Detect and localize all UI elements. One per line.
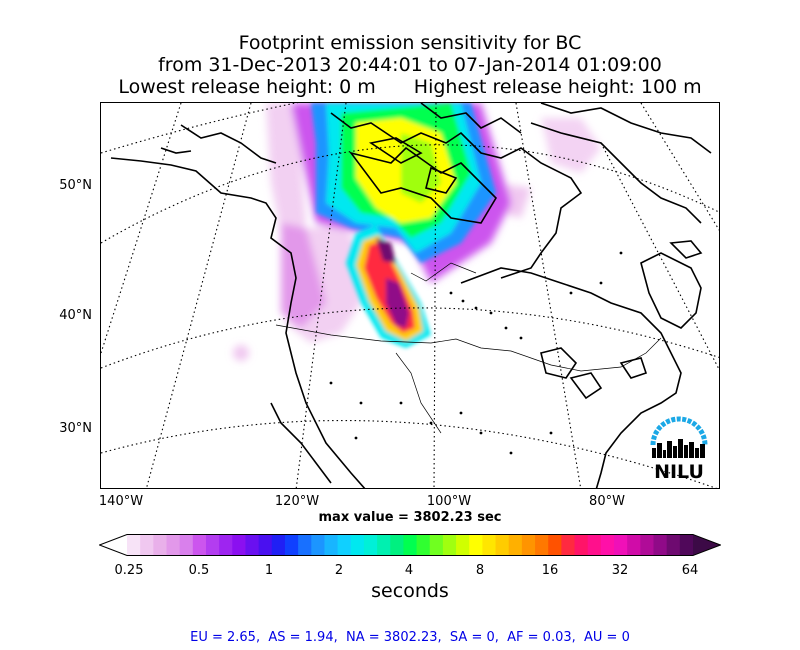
colorbar-segment [495, 534, 510, 556]
title-line-1: Footprint emission sensitivity for BC [238, 32, 582, 54]
colorbar-segment [311, 534, 326, 556]
colorbar-segment [587, 534, 602, 556]
colorbar-tick-label: 32 [611, 563, 629, 578]
colorbar-segment [640, 534, 655, 556]
colorbar-segment [561, 534, 576, 556]
colorbar-segment [390, 534, 405, 556]
highest-release-height: Highest release height: 100 m [413, 76, 702, 98]
colorbar-tick-label: 0.25 [114, 563, 144, 578]
colorbar-segment [271, 534, 286, 556]
colorbar-segment [403, 534, 418, 556]
colorbar-segment [140, 534, 154, 556]
region-summary-footer: EU = 2.65, AS = 1.94, NA = 3802.23, SA =… [190, 630, 630, 645]
colorbar-tick-label: 8 [475, 563, 485, 578]
colorbar-segment [258, 534, 273, 556]
colorbar-over-arrow [693, 534, 721, 556]
country-borders [275, 262, 662, 434]
lon-label-100w: 100°W [426, 494, 472, 509]
colorbar-segment [153, 534, 168, 556]
small-islands [329, 251, 623, 455]
colorbar-segment [337, 534, 352, 556]
colorbar-segment [377, 534, 391, 556]
colorbar [99, 534, 721, 556]
colorbar-under-arrow [99, 534, 127, 556]
colorbar-segment [232, 534, 247, 556]
title-line-2: from 31-Dec-2013 20:44:01 to 07-Jan-2014… [158, 54, 662, 76]
title-line-3: Lowest release height: 0 m Highest releas… [20, 75, 800, 99]
colorbar-tick-label: 2 [334, 563, 344, 578]
colorbar-segment [127, 534, 141, 556]
lat-label-40n: 40°N [59, 308, 92, 323]
colorbar-segment [456, 534, 470, 556]
colorbar-segment [166, 534, 181, 556]
colorbar-segment [508, 534, 523, 556]
colorbar-segment [653, 534, 668, 556]
colorbar-segment [284, 534, 299, 556]
colorbar-segment [679, 534, 694, 556]
lon-label-120w: 120°W [274, 494, 320, 509]
colorbar-tick-label: 4 [404, 563, 414, 578]
colorbar-segment [521, 534, 536, 556]
map-canvas [101, 103, 719, 488]
lat-label-50n: 50°N [59, 178, 92, 193]
colorbar-segment [363, 534, 378, 556]
colorbar-segment [324, 534, 339, 556]
colorbar-segment [666, 534, 681, 556]
colorbar-segment [600, 534, 615, 556]
colorbar-tick-label: 0.5 [188, 563, 210, 578]
colorbar-segment [205, 534, 220, 556]
colorbar-tick-label: 64 [681, 563, 699, 578]
colorbar-segment [442, 534, 457, 556]
lon-label-140w: 140°W [98, 494, 144, 509]
footprint-plume [233, 103, 601, 361]
colorbar-tick-label: 1 [264, 563, 274, 578]
colorbar-segment [482, 534, 497, 556]
coastlines [110, 103, 712, 488]
colorbar-segment [416, 534, 431, 556]
colorbar-segment [469, 534, 483, 556]
colorbar-segment [535, 534, 549, 556]
colorbar-outline [99, 534, 721, 556]
colorbar-units-label: seconds [371, 580, 449, 602]
colorbar-segment [179, 534, 194, 556]
lowest-release-height: Lowest release height: 0 m [118, 76, 376, 98]
colorbar-segment [245, 534, 260, 556]
colorbar-segment [350, 534, 365, 556]
nilu-logo-text: NILU [654, 461, 704, 482]
graticule [101, 103, 719, 488]
colorbar-segment [548, 534, 562, 556]
colorbar-segment [192, 534, 207, 556]
colorbar-segment [219, 534, 233, 556]
lon-label-80w: 80°W [589, 494, 625, 509]
colorbar-tick-label: 16 [541, 563, 559, 578]
lat-label-30n: 30°N [59, 421, 92, 436]
colorbar-segment [614, 534, 628, 556]
colorbar-segment [298, 534, 312, 556]
max-value-label: max value = 3802.23 sec [318, 510, 502, 525]
colorbar-segment [627, 534, 641, 556]
nilu-logo: NILU [644, 412, 714, 483]
colorbar-segment [429, 534, 444, 556]
colorbar-segment [574, 534, 589, 556]
map-panel [100, 102, 720, 489]
